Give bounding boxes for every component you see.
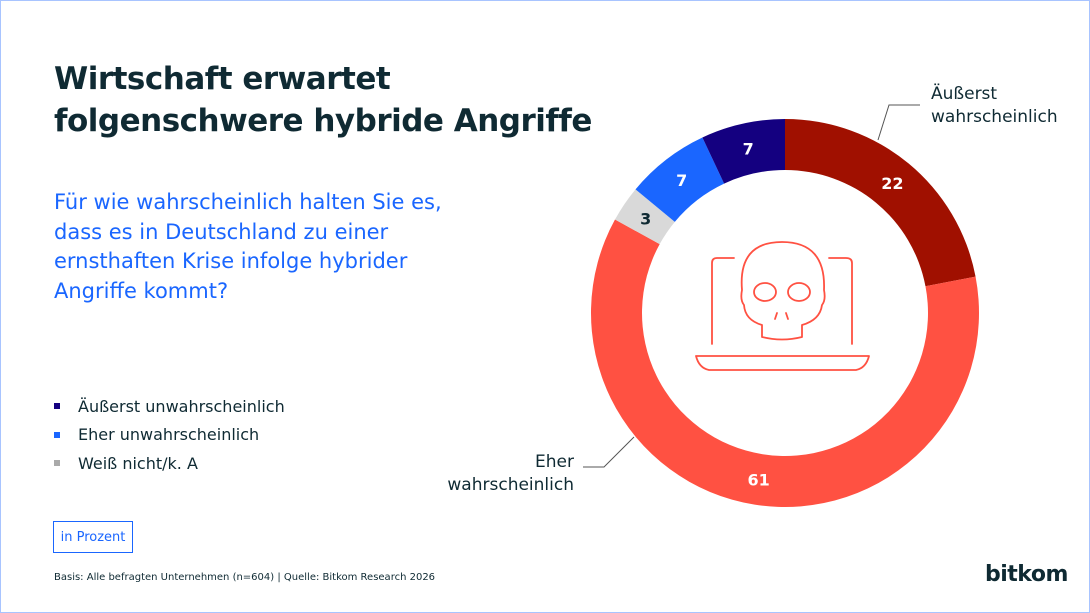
legend-swatch	[54, 403, 60, 410]
bitkom-logo: bitkom	[985, 562, 1068, 587]
callout-line-top	[877, 104, 920, 141]
callout-line: wahrscheinlich	[447, 475, 574, 495]
legend-item: Weiß nicht/k. A	[54, 449, 285, 478]
callout-line: Äußerst	[931, 84, 998, 104]
legend: Äußerst unwahrscheinlich Eher unwahrsche…	[54, 392, 285, 478]
legend-label: Weiß nicht/k. A	[78, 453, 198, 473]
callout-line-bottom	[583, 436, 635, 468]
donut-slice	[785, 119, 976, 287]
legend-item: Äußerst unwahrscheinlich	[54, 392, 285, 421]
data-label: 22	[881, 174, 903, 193]
donut-slice	[614, 189, 675, 245]
title-line-1: Wirtschaft erwartet	[54, 61, 391, 97]
callout-line: Eher	[535, 452, 574, 472]
legend-swatch	[54, 431, 60, 438]
unit-badge: in Prozent	[53, 521, 133, 553]
legend-label: Äußerst unwahrscheinlich	[78, 396, 285, 416]
donut-slice	[635, 137, 725, 222]
title-line-2: folgenschwere hybride Angriffe	[54, 103, 592, 139]
data-label: 7	[743, 140, 754, 159]
data-label: 3	[640, 209, 651, 228]
source-note: Basis: Alle befragten Unternehmen (n=604…	[54, 572, 436, 583]
callout-rather-likely: Eher wahrscheinlich	[440, 451, 574, 497]
donut-slice	[702, 119, 785, 184]
legend-label: Eher unwahrscheinlich	[78, 425, 260, 445]
data-label: 7	[676, 171, 687, 190]
donut-slice	[591, 219, 979, 507]
data-label: 61	[748, 470, 770, 489]
legend-swatch	[54, 460, 60, 467]
legend-item: Eher unwahrscheinlich	[54, 421, 285, 450]
laptop-skull-icon	[695, 241, 870, 371]
survey-question: Für wie wahrscheinlich halten Sie es, da…	[54, 190, 442, 303]
chart-title: Wirtschaft erwartet folgenschwere hybrid…	[54, 58, 592, 142]
callout-extremely-likely: Äußerst wahrscheinlich	[931, 83, 1058, 129]
callout-line: wahrscheinlich	[931, 107, 1058, 127]
